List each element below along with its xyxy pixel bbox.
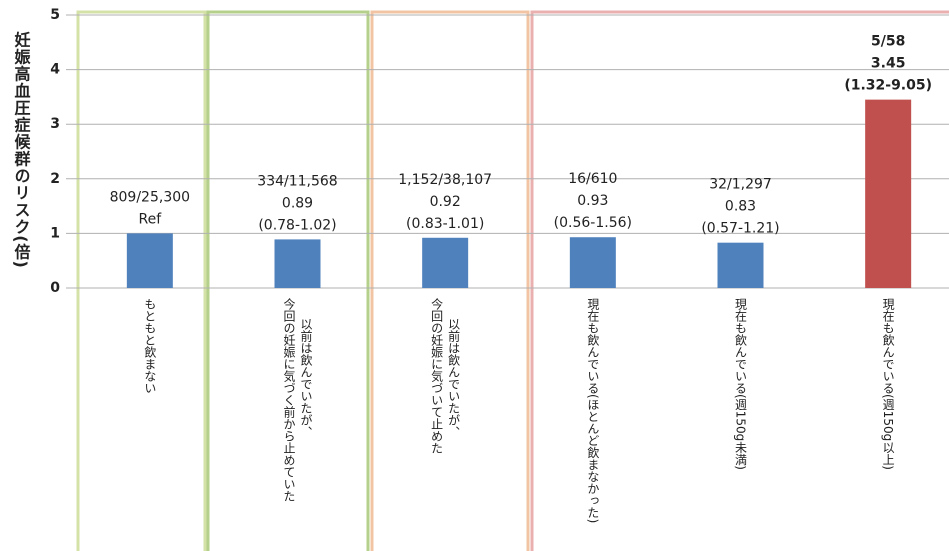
bar-label: Ref bbox=[139, 211, 163, 227]
group-box bbox=[530, 10, 949, 551]
bar bbox=[717, 242, 764, 288]
group-box bbox=[206, 10, 370, 551]
bar-label: (1.32-9.05) bbox=[844, 78, 932, 94]
bar bbox=[569, 237, 616, 288]
bar-label: 809/25,300 bbox=[110, 189, 190, 205]
bar bbox=[865, 99, 912, 288]
bar-label: 3.45 bbox=[871, 56, 906, 72]
y-tick-label: 5 bbox=[50, 7, 60, 23]
bar-label: 0.92 bbox=[430, 194, 461, 210]
y-tick-label: 4 bbox=[50, 62, 60, 78]
bar-label: 5/58 bbox=[871, 34, 905, 50]
bar-label: (0.57-1.21) bbox=[701, 221, 779, 237]
bar-label: 16/610 bbox=[568, 171, 617, 187]
x-tick-label: もともと飲まない bbox=[143, 298, 157, 394]
bar-label: (0.56-1.56) bbox=[554, 215, 632, 231]
bar-label: 1,152/38,107 bbox=[398, 172, 492, 188]
y-tick-label: 3 bbox=[50, 116, 60, 132]
bar-label: (0.78-1.02) bbox=[258, 217, 336, 233]
y-tick-label: 0 bbox=[50, 280, 60, 296]
bar bbox=[274, 239, 321, 288]
bar-label: 32/1,297 bbox=[709, 177, 772, 193]
x-tick-label: 以前は飲んでいたが、 bbox=[299, 318, 313, 438]
x-tick-label: 現在も飲んでいる(ほとんど飲まなかった) bbox=[586, 298, 600, 523]
y-axis-label: 妊娠高血圧症候群のリスク(倍) bbox=[12, 30, 31, 269]
group-box bbox=[370, 10, 530, 551]
bar-label: 334/11,568 bbox=[257, 173, 337, 189]
bar-label: (0.83-1.01) bbox=[406, 216, 484, 232]
bar-label: 0.93 bbox=[577, 193, 608, 209]
y-tick-label: 1 bbox=[50, 225, 60, 241]
x-tick-label: 現在も飲んでいる(週150g未満) bbox=[734, 298, 748, 470]
x-tick-label: 今回の妊娠に気づく前から止めていた bbox=[282, 297, 296, 502]
bar bbox=[126, 233, 173, 288]
bar bbox=[422, 237, 469, 288]
x-tick-label: 以前は飲んでいたが、 bbox=[447, 318, 461, 438]
bar-label: 0.89 bbox=[282, 195, 313, 211]
y-tick-label: 2 bbox=[50, 171, 60, 187]
bar-label: 0.83 bbox=[725, 199, 756, 215]
x-tick-label: 現在も飲んでいる(週150g以上) bbox=[881, 298, 895, 470]
x-tick-label: 今回の妊娠に気づいて止めた bbox=[430, 297, 444, 454]
group-box bbox=[76, 10, 207, 551]
